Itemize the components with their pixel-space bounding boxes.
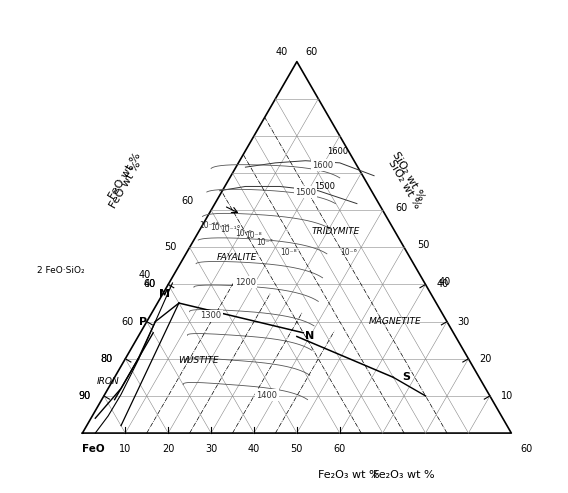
Text: 10⁻¹¹: 10⁻¹¹ <box>210 223 229 232</box>
Text: SiO₂ wt %: SiO₂ wt % <box>390 149 427 202</box>
Text: 1600: 1600 <box>327 147 348 156</box>
Text: 60: 60 <box>182 196 194 206</box>
Text: M: M <box>160 289 170 299</box>
Text: 60: 60 <box>143 280 155 289</box>
Text: 10⁻⁶: 10⁻⁶ <box>340 248 357 257</box>
Text: 10⁻¹°: 10⁻¹° <box>220 225 241 234</box>
Text: FeO wt %: FeO wt % <box>108 159 143 210</box>
Text: FAYALITE: FAYALITE <box>216 253 257 262</box>
Text: 10⁻⁸: 10⁻⁸ <box>246 231 262 240</box>
Text: Fe₂O₃ wt %: Fe₂O₃ wt % <box>373 469 435 480</box>
Text: 40: 40 <box>436 280 449 289</box>
Text: 90: 90 <box>79 391 91 401</box>
Text: 10⁻⁸: 10⁻⁸ <box>280 248 296 257</box>
Text: TRIDYMITE: TRIDYMITE <box>311 227 360 236</box>
Text: 50: 50 <box>291 444 303 454</box>
Text: 40: 40 <box>248 444 260 454</box>
Text: 20: 20 <box>162 444 174 454</box>
Text: 60: 60 <box>520 444 532 454</box>
Text: 10⁻⁷: 10⁻⁷ <box>256 238 273 246</box>
Text: 1600: 1600 <box>312 161 333 170</box>
Text: MAGNETITE: MAGNETITE <box>369 317 422 326</box>
Text: 60: 60 <box>306 47 318 57</box>
Text: 50: 50 <box>417 240 429 250</box>
Text: 2 FeO·SiO₂: 2 FeO·SiO₂ <box>37 266 85 275</box>
Text: 10⁻⁹: 10⁻⁹ <box>235 229 252 238</box>
Text: SiO₂ wt %: SiO₂ wt % <box>386 158 422 211</box>
Text: 10⁻¹²: 10⁻¹² <box>199 220 219 230</box>
Text: 30: 30 <box>205 444 217 454</box>
Text: 1300: 1300 <box>201 312 222 320</box>
Text: N: N <box>306 331 315 342</box>
Text: 60: 60 <box>333 444 346 454</box>
Text: 1200: 1200 <box>235 278 256 286</box>
Text: 90: 90 <box>79 391 91 401</box>
Text: 20: 20 <box>479 354 491 364</box>
Text: Fe₂O₃ wt %: Fe₂O₃ wt % <box>318 469 379 480</box>
Text: 50: 50 <box>164 243 177 252</box>
Text: 80: 80 <box>100 354 112 364</box>
Text: 60: 60 <box>395 203 408 213</box>
Text: 40: 40 <box>276 47 289 57</box>
Text: 60: 60 <box>122 317 134 327</box>
Text: 10: 10 <box>119 444 131 454</box>
Text: 1400: 1400 <box>256 391 277 400</box>
Text: 10: 10 <box>500 391 513 401</box>
Text: FeO: FeO <box>82 444 105 454</box>
Text: WUSTITE: WUSTITE <box>178 355 219 365</box>
Text: 80: 80 <box>100 354 112 364</box>
Text: 40: 40 <box>143 280 155 289</box>
Text: 1500: 1500 <box>314 182 335 191</box>
Text: S: S <box>402 372 410 383</box>
Text: P: P <box>139 317 147 327</box>
Text: 30: 30 <box>458 317 470 327</box>
Text: IRON: IRON <box>97 377 119 386</box>
Text: 40: 40 <box>139 270 151 280</box>
Text: 1500: 1500 <box>295 187 316 197</box>
Text: FeO wt %: FeO wt % <box>107 151 143 201</box>
Text: 40: 40 <box>438 278 450 287</box>
